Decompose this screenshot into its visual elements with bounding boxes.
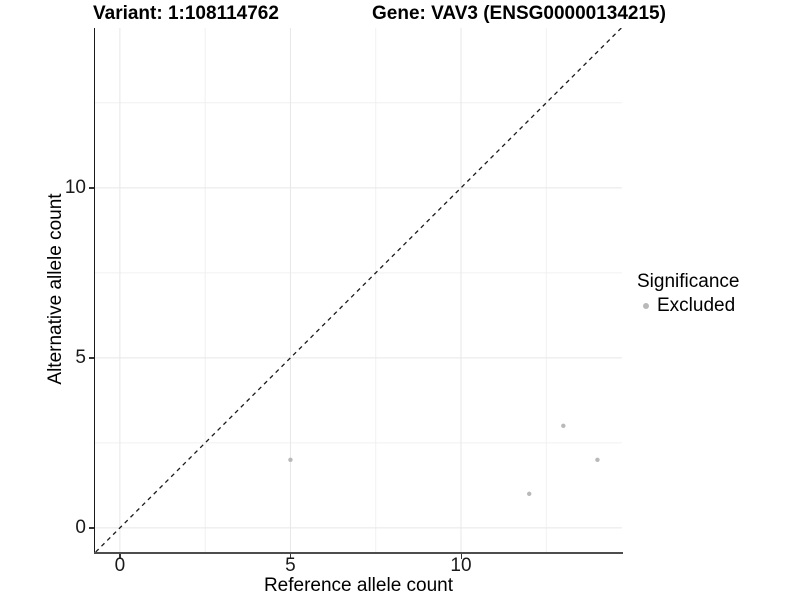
x-axis-line [94, 552, 623, 554]
excluded-point-icon [643, 303, 649, 309]
legend-item-label: Excluded [657, 295, 736, 316]
y-tick-mark [89, 527, 94, 529]
x-tick-mark [119, 554, 121, 559]
x-tick-label: 10 [450, 555, 472, 576]
plot-canvas [95, 28, 622, 552]
plot-panel [95, 28, 622, 552]
x-axis-title: Reference allele count [263, 575, 454, 596]
x-tick-label: 5 [285, 555, 296, 576]
legend-key [640, 300, 652, 312]
y-tick-mark [89, 357, 94, 359]
y-tick-mark [89, 187, 94, 189]
legend-title: Significance [637, 271, 740, 292]
legend: Significance Excluded [637, 271, 739, 317]
data-point [527, 491, 532, 497]
x-tick-mark [460, 554, 462, 559]
variant-title: Variant: 1:108114762 [93, 3, 279, 24]
y-axis-title: Alternative allele count [45, 193, 66, 385]
data-point [288, 457, 293, 463]
x-tick-label: 0 [114, 555, 126, 576]
y-tick-label: 10 [64, 176, 86, 198]
x-tick-mark [289, 554, 292, 559]
y-axis-line [94, 28, 95, 553]
data-point [561, 423, 566, 429]
y-tick-label: 0 [75, 516, 86, 538]
identity-dashed-line [95, 28, 622, 552]
data-point [595, 457, 600, 463]
legend-item-excluded: Excluded [637, 295, 739, 317]
y-tick-label: 5 [75, 346, 86, 368]
gene-title: Gene: VAV3 (ENSG00000134215) [372, 3, 666, 24]
